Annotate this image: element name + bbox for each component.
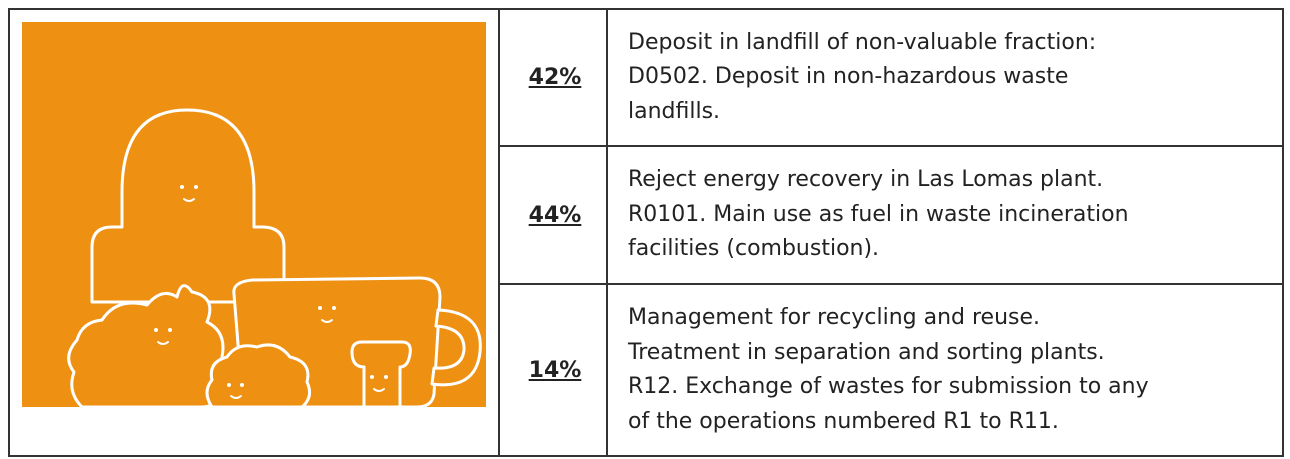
description: Management for recycling and reuse. Treat…: [628, 285, 1288, 455]
description: Reject energy recovery in Las Lomas plan…: [628, 147, 1288, 283]
description-line: R0101. Main use as fuel in waste inciner…: [628, 201, 1129, 227]
description-line: facilities (combustion).: [628, 236, 880, 262]
percent-link[interactable]: 44%: [528, 202, 582, 228]
column-divider: [498, 10, 500, 455]
illustration: [22, 22, 486, 407]
description-line: Deposit in landfill of non-valuable frac…: [628, 29, 1097, 55]
description-line: Treatment in separation and sorting plan…: [628, 339, 1105, 365]
description-line: D0502. Deposit in non-hazardous waste: [628, 64, 1069, 90]
percent-link[interactable]: 14%: [528, 357, 582, 383]
table: 42% Deposit in landfill of non-valuable f…: [8, 8, 1284, 457]
description-line: of the operations numbered R1 to R11.: [628, 408, 1059, 434]
description-line: landfills.: [628, 98, 721, 124]
description-line: Reject energy recovery in Las Lomas plan…: [628, 167, 1104, 193]
description-line: R12. Exchange of wastes for submission t…: [628, 374, 1149, 399]
description-line: Management for recycling and reuse.: [628, 305, 1041, 330]
description: Deposit in landfill of non-valuable frac…: [628, 10, 1288, 145]
row-divider: [500, 145, 1282, 147]
percent-link[interactable]: 42%: [528, 65, 582, 90]
row-divider: [500, 283, 1282, 285]
column-divider: [606, 10, 608, 455]
